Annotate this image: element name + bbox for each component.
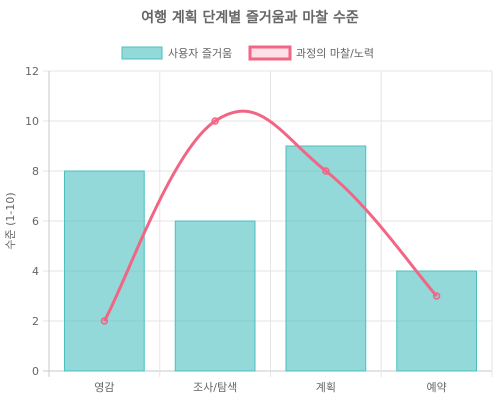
y-tick-label: 0 [32,365,39,378]
bar[interactable] [396,270,477,372]
chart-title: 여행 계획 단계별 즐거움과 마찰 수준 [141,9,359,26]
legend-swatch-line [248,45,292,61]
x-tick-label: 영감 [94,381,114,394]
x-tick-label: 조사/탐색 [193,381,237,394]
line-series [100,109,441,325]
bar[interactable] [285,145,367,372]
bar[interactable] [174,220,256,372]
legend-label-bar: 사용자 즐거움 [168,47,232,60]
legend-label-line: 과정의 마찰/노력 [296,47,374,60]
legend-item-bar[interactable]: 사용자 즐거움 [121,46,232,60]
y-tick-label: 10 [25,115,39,128]
line-point[interactable] [100,317,109,325]
x-axis: 영감 조사/탐색 계획 예약 [94,380,447,394]
y-tick-label: 12 [25,65,39,78]
line-point[interactable] [432,292,441,300]
legend-item-line[interactable]: 과정의 마찰/노력 [248,45,374,61]
bar-series [64,145,477,372]
y-tick-label: 2 [32,315,39,328]
line-point[interactable] [322,167,330,175]
bar[interactable] [64,170,145,372]
y-tick-label: 6 [32,215,39,228]
line-point[interactable] [211,117,219,125]
legend: 사용자 즐거움 과정의 마찰/노력 [121,45,374,61]
x-tick-label: 계획 [316,381,336,394]
legend-swatch-bar [121,46,163,60]
series-line [103,109,438,322]
y-axis-title: 수준 (1-10) [4,192,17,249]
y-tick-label: 4 [32,265,39,278]
y-tick-label: 8 [32,165,39,178]
y-axis: 0 2 4 6 8 10 12 [25,65,39,378]
x-tick-label: 예약 [427,380,447,394]
